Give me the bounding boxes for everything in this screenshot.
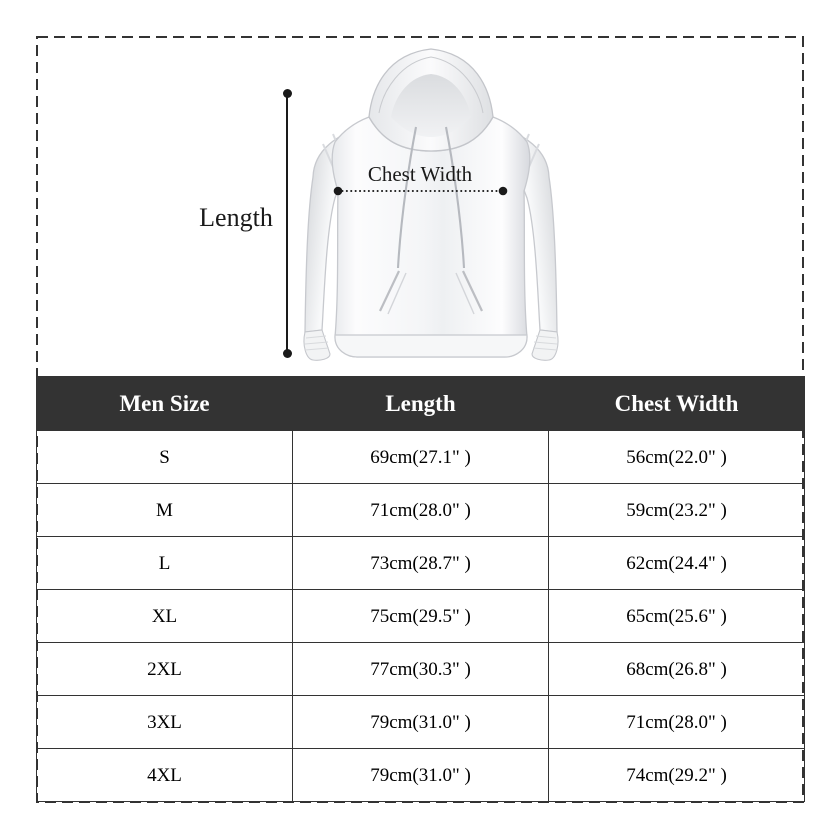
svg-text:Chest Width: Chest Width [368, 162, 473, 186]
